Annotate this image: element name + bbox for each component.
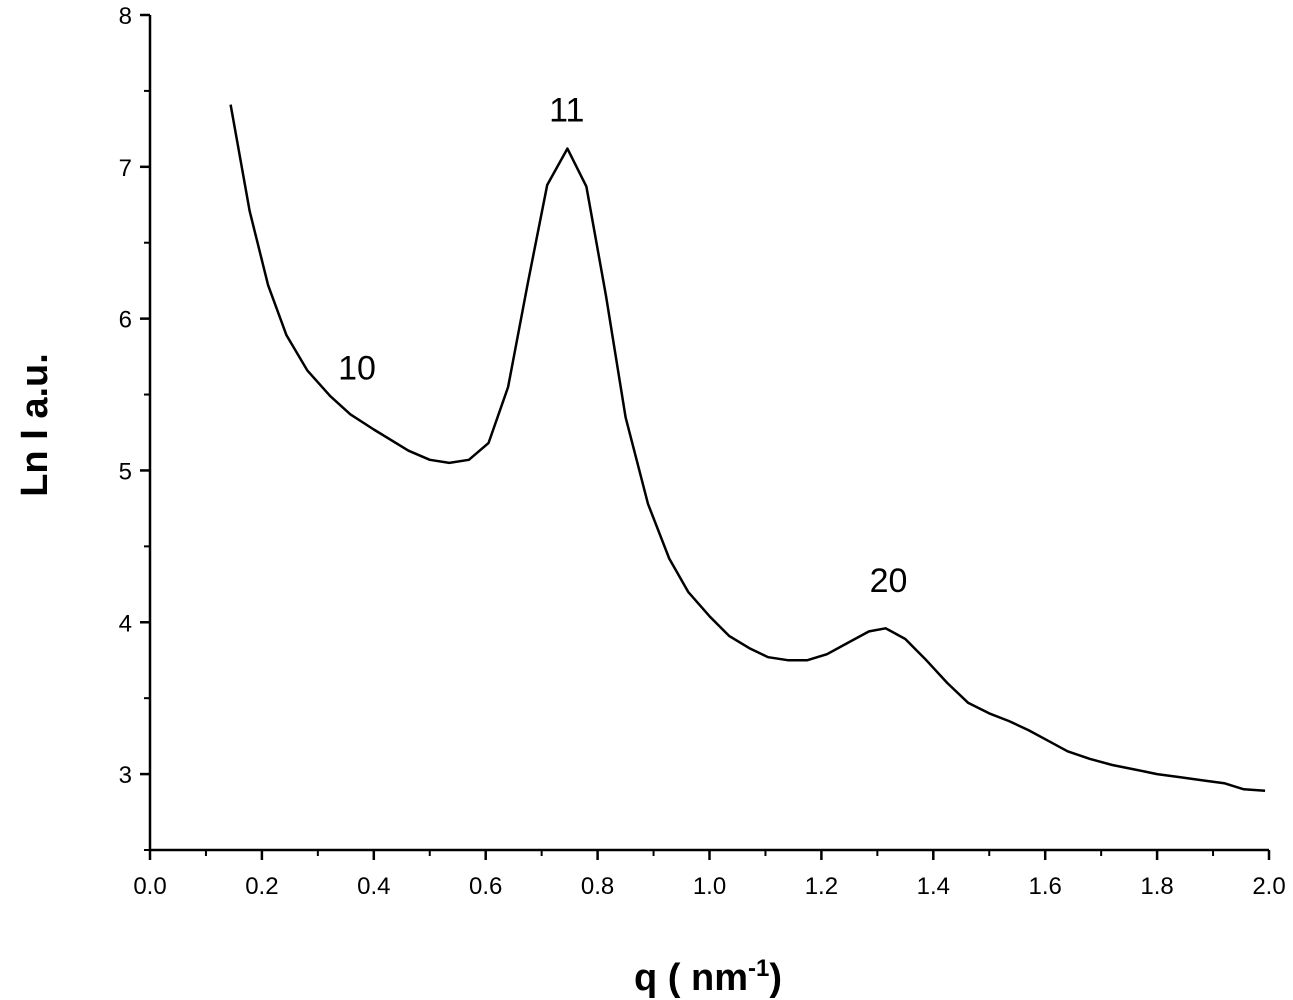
tick-labels: 0.0 0.2 0.4 0.6 0.8 1.0 1.2 1.4 1.6 1.8 2.0 3 4 5 6 7 8 xyxy=(119,3,1286,900)
x-tick-label: 0.6 xyxy=(469,873,502,900)
y-tick-label: 5 xyxy=(119,458,132,485)
x-tick-label: 0.8 xyxy=(581,873,614,900)
x-tick-label: 1.6 xyxy=(1029,873,1062,900)
series-line xyxy=(229,104,1266,793)
y-tick-label: 4 xyxy=(119,610,132,637)
x-tick-label: 0.0 xyxy=(133,873,166,900)
peak-label: 11 xyxy=(549,91,584,129)
axes xyxy=(148,15,1269,852)
x-tick-label: 1.4 xyxy=(917,873,950,900)
y-tick-label: 7 xyxy=(119,155,132,182)
y-tick-label: 3 xyxy=(119,762,132,789)
series-layer xyxy=(229,104,1266,793)
x-tick-label: 1.8 xyxy=(1140,873,1173,900)
annotations: 10 11 20 xyxy=(338,91,907,600)
y-tick-label: 8 xyxy=(119,3,132,30)
peak-label: 10 xyxy=(338,349,376,387)
ticks xyxy=(140,13,1271,860)
peak-label: 20 xyxy=(870,562,908,600)
x-tick-label: 0.2 xyxy=(245,873,278,900)
x-tick-label: 1.0 xyxy=(693,873,726,900)
x-tick-label: 1.2 xyxy=(805,873,838,900)
x-axis-title: q ( nm-1) xyxy=(634,955,782,999)
x-tick-label: 0.4 xyxy=(357,873,390,900)
y-tick-label: 6 xyxy=(119,307,132,334)
x-tick-label: 2.0 xyxy=(1252,873,1285,900)
y-axis-title: Ln I a.u. xyxy=(14,353,56,497)
